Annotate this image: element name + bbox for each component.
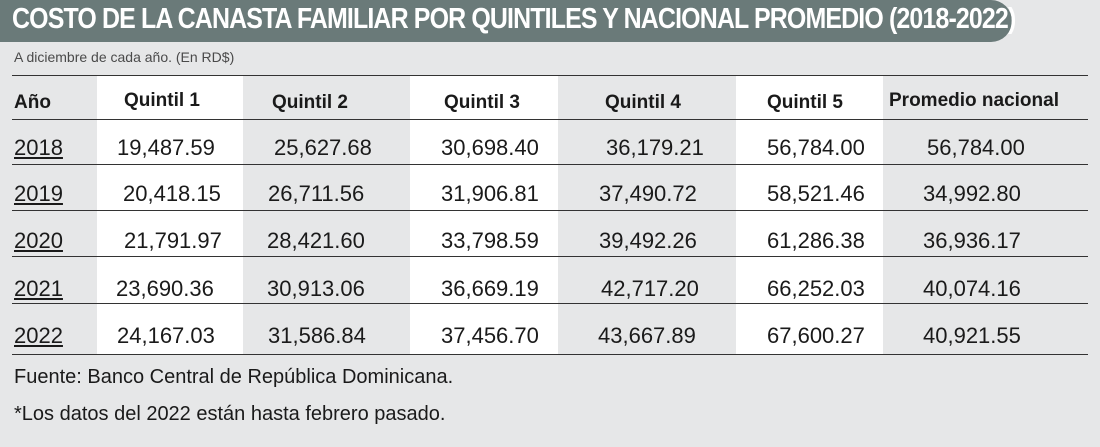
- row-year: 2018: [14, 135, 63, 160]
- column-header-quintil-4: Quintil 4: [605, 92, 681, 113]
- table-cell: 40,074.16: [923, 276, 1021, 301]
- table-rule: [12, 354, 1088, 355]
- table-cell: 66,252.03: [767, 276, 865, 301]
- page-title: COSTO DE LA CANASTA FAMILIAR POR QUINTIL…: [12, 3, 1016, 35]
- row-year: 2020: [14, 228, 63, 253]
- table-cell: 31,586.84: [268, 323, 366, 348]
- table-cell: 61,286.38: [767, 228, 865, 253]
- table-cell: 34,992.80: [923, 181, 1021, 206]
- table-cell: 43,667.89: [598, 323, 696, 348]
- data-note: *Los datos del 2022 están hasta febrero …: [14, 403, 446, 425]
- row-year: 2021: [14, 276, 63, 301]
- table-cell: 39,492.26: [599, 228, 697, 253]
- table-rule: [12, 164, 1088, 165]
- table-cell: 37,456.70: [441, 323, 539, 348]
- subtitle: A diciembre de cada año. (En RD$): [14, 49, 235, 65]
- table-rule: [12, 75, 1088, 76]
- table-cell: 40,921.55: [923, 323, 1021, 348]
- table-cell: 26,711.56: [268, 181, 365, 206]
- table-cell: 33,798.59: [441, 228, 539, 253]
- column-header-year: Año: [14, 92, 51, 113]
- table-cell: 20,418.15: [123, 181, 221, 206]
- table-cell: 58,521.46: [767, 181, 865, 206]
- table-rule: [12, 119, 1088, 120]
- column-highlight-quintil-1: [97, 76, 243, 355]
- table-cell: 36,936.17: [923, 228, 1021, 253]
- table-rule: [12, 256, 1088, 257]
- column-header-quintil-2: Quintil 2: [272, 92, 348, 113]
- table-cell: 37,490.72: [599, 181, 697, 206]
- table-cell: 19,487.59: [117, 135, 215, 160]
- table-cell: 30,698.40: [441, 135, 539, 160]
- table-cell: 42,717.20: [601, 276, 699, 301]
- table-cell: 36,669.19: [441, 276, 539, 301]
- table-rule: [12, 210, 1088, 211]
- table-cell: 23,690.36: [116, 276, 214, 301]
- table-cell: 21,791.97: [124, 228, 222, 253]
- title-bar: COSTO DE LA CANASTA FAMILIAR POR QUINTIL…: [0, 0, 1016, 42]
- row-year: 2019: [14, 181, 63, 206]
- table-cell: 31,906.81: [441, 181, 539, 206]
- column-header-promedio-nacional: Promedio nacional: [889, 90, 1059, 111]
- table-rule: [12, 303, 1088, 304]
- column-highlight-quintil-5: [736, 76, 883, 355]
- table-cell: 25,627.68: [274, 135, 372, 160]
- table-cell: 28,421.60: [267, 228, 365, 253]
- table-cell: 56,784.00: [927, 135, 1025, 160]
- table-cell: 30,913.06: [267, 276, 365, 301]
- column-header-quintil-5: Quintil 5: [767, 92, 843, 113]
- column-header-quintil-1: Quintil 1: [124, 90, 200, 111]
- source-note: Fuente: Banco Central de República Domin…: [14, 366, 454, 388]
- row-year: 2022: [14, 323, 63, 348]
- table-cell: 24,167.03: [117, 323, 215, 348]
- column-highlight-quintil-3: [410, 76, 558, 355]
- table-cell: 67,600.27: [767, 323, 865, 348]
- column-header-quintil-3: Quintil 3: [444, 92, 520, 113]
- table-cell: 56,784.00: [767, 135, 865, 160]
- table-cell: 36,179.21: [606, 135, 704, 160]
